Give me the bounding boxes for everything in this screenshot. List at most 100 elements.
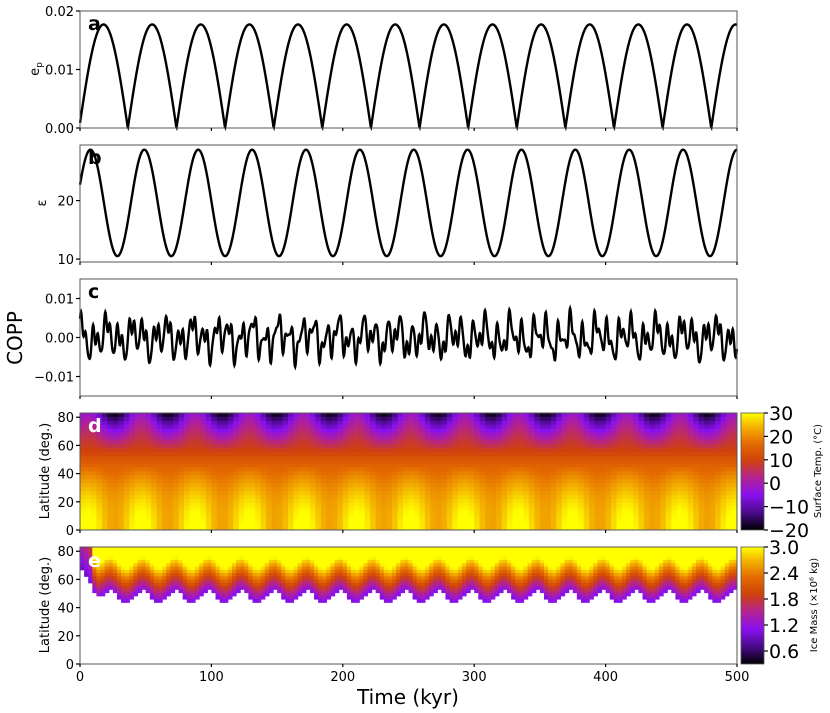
heatmap-cell <box>387 553 393 558</box>
heatmap-cell <box>424 506 431 512</box>
heatmap-cell <box>441 547 447 551</box>
heatmap-cell <box>227 459 234 465</box>
heatmap-cell <box>260 506 267 512</box>
heatmap-cell <box>523 467 530 473</box>
heatmap-cell <box>474 444 481 449</box>
heatmap-cell <box>501 467 508 473</box>
heatmap-cell <box>162 440 169 445</box>
heatmap-cell <box>731 436 737 441</box>
heatmap-cell <box>315 487 322 492</box>
heatmap-cell <box>682 475 689 480</box>
heatmap-cell <box>518 432 525 437</box>
heatmap-cell <box>501 526 508 530</box>
heatmap-cell <box>600 479 607 484</box>
heatmap-cell <box>203 569 208 574</box>
heatmap-cell <box>158 595 163 600</box>
heatmap-cell <box>167 440 174 445</box>
heatmap-cell <box>400 560 405 564</box>
heatmap-cell <box>90 432 98 437</box>
heatmap-cell <box>285 586 291 590</box>
heatmap-cell <box>441 526 448 530</box>
heatmap-cell <box>104 556 110 561</box>
heatmap-cell <box>731 522 737 527</box>
heatmap-cell <box>90 416 98 422</box>
heatmap-cell <box>720 420 727 426</box>
heatmap-cell <box>116 573 122 577</box>
heatmap-cell <box>186 579 192 584</box>
heatmap-cell <box>715 459 722 465</box>
heatmap-cell <box>539 494 546 500</box>
heatmap-cell <box>386 428 393 434</box>
heatmap-cell <box>116 586 122 590</box>
heatmap-cell <box>446 413 453 418</box>
heatmap-cell <box>381 436 388 441</box>
heatmap-cell <box>129 510 136 515</box>
heatmap-cell <box>474 416 481 422</box>
heatmap-cell <box>90 440 98 445</box>
heatmap-cell <box>359 592 364 597</box>
heatmap-cell <box>435 455 442 461</box>
heatmap-cell <box>370 467 377 473</box>
heatmap-cell <box>698 452 705 457</box>
heatmap-cell <box>665 455 672 461</box>
heatmap-cell <box>277 498 284 504</box>
heatmap-cell <box>387 589 393 594</box>
heatmap-cell <box>173 459 180 465</box>
heatmap-cell <box>397 518 404 523</box>
heatmap-cell <box>211 518 218 523</box>
heatmap-cell <box>731 514 737 519</box>
heatmap-cell <box>222 487 229 492</box>
heatmap-cell <box>622 475 629 480</box>
heatmap-cell <box>528 452 536 457</box>
heatmap-cell <box>507 494 514 500</box>
heatmap-cell <box>457 428 464 434</box>
heatmap-cell <box>108 582 114 587</box>
heatmap-cell <box>638 471 645 476</box>
heatmap-cell <box>189 498 196 504</box>
heatmap-cell <box>145 452 152 457</box>
heatmap-cell <box>433 576 438 581</box>
heatmap-cell <box>550 483 557 488</box>
heatmap-cell <box>145 586 151 590</box>
heatmap-cell <box>88 550 93 555</box>
heatmap-cell <box>578 514 585 519</box>
panel-b-ylabel: ε <box>35 199 50 206</box>
heatmap-cell <box>200 498 207 504</box>
heatmap-cell <box>145 424 152 430</box>
heatmap-cell <box>556 483 563 488</box>
heatmap-cell <box>121 560 126 564</box>
heatmap-cell <box>315 518 322 523</box>
heatmap-cell <box>305 573 311 577</box>
heatmap-cell <box>359 448 366 453</box>
heatmap-cell <box>151 440 158 445</box>
heatmap-cell <box>121 550 126 555</box>
heatmap-cell <box>268 563 274 568</box>
heatmap-cell <box>80 560 85 564</box>
heatmap-cell <box>141 563 147 568</box>
heatmap-cell <box>452 432 459 437</box>
heatmap-cell <box>170 547 176 551</box>
heatmap-cell <box>578 471 585 476</box>
heatmap-cell <box>289 582 295 587</box>
heatmap-cell <box>627 448 634 453</box>
heatmap-cell <box>216 479 223 484</box>
heatmap-cell <box>334 553 340 558</box>
heatmap-cell <box>101 514 108 519</box>
heatmap-cell <box>534 522 541 527</box>
heatmap-cell <box>320 455 327 461</box>
heatmap-cell <box>178 475 185 480</box>
heatmap-cell <box>424 432 431 437</box>
heatmap-cell <box>118 475 125 480</box>
heatmap-cell <box>534 416 541 422</box>
heatmap-cell <box>665 483 672 488</box>
heatmap-cell <box>184 510 191 515</box>
heatmap-cell <box>419 444 426 449</box>
heatmap-cell <box>158 589 163 594</box>
heatmap-cell <box>463 440 470 445</box>
heatmap-cell <box>572 467 579 473</box>
heatmap-cell <box>85 510 92 515</box>
heatmap-cell <box>485 416 492 422</box>
heatmap-cell <box>468 518 475 523</box>
heatmap-cell <box>90 498 98 504</box>
heatmap-cell <box>698 413 705 418</box>
